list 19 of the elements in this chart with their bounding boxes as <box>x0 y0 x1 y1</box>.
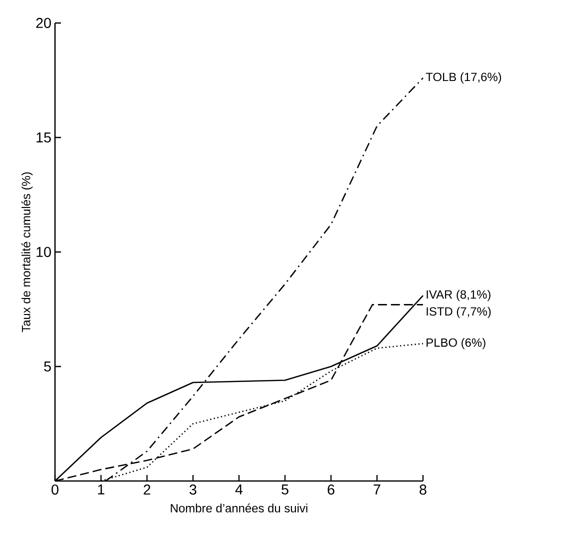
x-tick-label: 7 <box>374 484 380 494</box>
y-tick-label: 20 <box>36 18 51 28</box>
x-tick-label: 1 <box>98 484 104 494</box>
series-label: PLBO (6%) <box>426 338 486 350</box>
x-tick-label: 3 <box>190 484 196 495</box>
series-label: IVAR (8,1%) <box>426 290 490 302</box>
x-tick-label: 5 <box>282 484 288 495</box>
x-tick-label: 4 <box>235 484 243 494</box>
y-tick-label: 5 <box>44 361 51 372</box>
x-tick-label: 0 <box>52 484 58 495</box>
x-tick-label: 2 <box>144 484 150 495</box>
series-label: ISTD (7,7%) <box>426 306 491 318</box>
series-label: TOLB (17,6%) <box>426 72 502 84</box>
y-axis-title: Taux de mortalité cumulés (%) <box>21 172 33 332</box>
y-tick-label: 15 <box>36 132 51 142</box>
x-tick-label: 6 <box>328 484 334 495</box>
y-tick-label: 10 <box>36 246 51 258</box>
x-axis-title: Nombre d’années du suivi <box>170 504 308 512</box>
x-tick-label: 8 <box>420 484 426 495</box>
